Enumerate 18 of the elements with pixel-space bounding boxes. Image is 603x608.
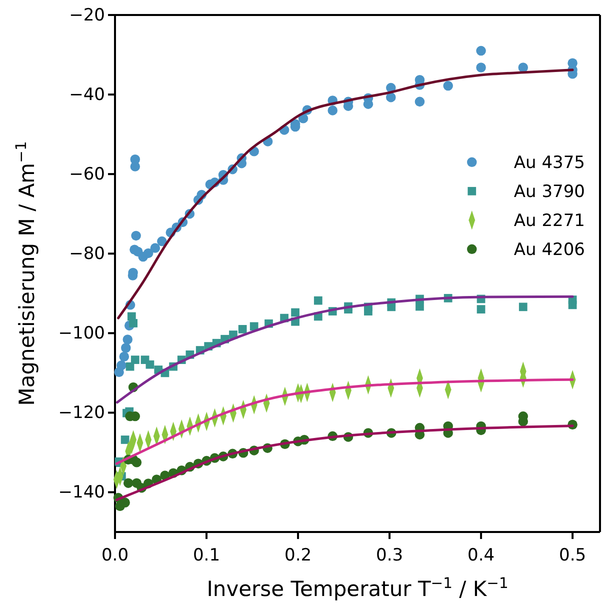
y-tick-label: −100 (58, 324, 105, 344)
y-tick-label: −40 (69, 84, 105, 105)
x-tick-label: 0.1 (192, 546, 220, 566)
y-tick-label: −120 (58, 403, 105, 424)
y-tick-label: −140 (58, 482, 105, 503)
legend-label: Au 4206 (514, 240, 585, 260)
x-axis-title: Inverse Temperatur T$^{−1}$ / K$^{−1}$ (206, 574, 508, 601)
x-tick-label: 0.0 (101, 546, 129, 566)
x-tick-label: 0.2 (284, 546, 312, 566)
y-tick-label: −60 (69, 164, 105, 185)
x-tick-label: 0.3 (376, 546, 404, 566)
y-tick-label: −20 (69, 5, 105, 26)
legend-label: Au 3790 (514, 182, 585, 202)
legend-label: Au 2271 (514, 211, 585, 232)
x-tick-label: 0.4 (468, 546, 495, 566)
x-tick-label: 0.5 (559, 546, 586, 566)
y-tick-label: −80 (69, 244, 105, 264)
legend-label: Au 4375 (514, 153, 585, 174)
